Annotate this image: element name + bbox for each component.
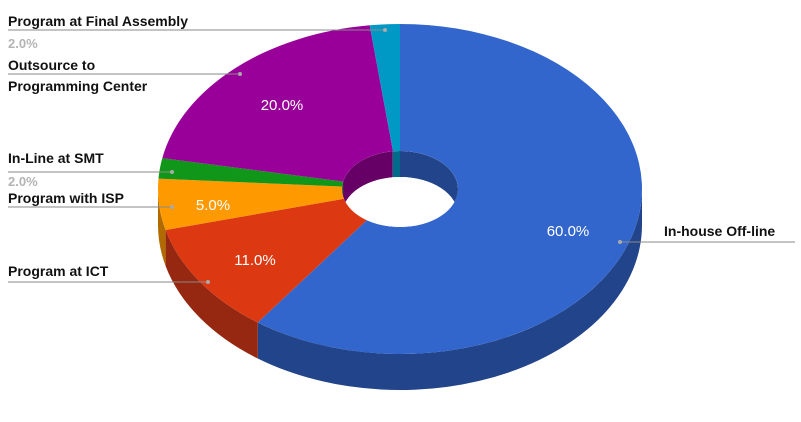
slice-pct-in-house-off-line: 60.0%	[547, 223, 590, 240]
hole-wall-program-at-final-assembly	[392, 151, 400, 178]
slice-label-outsource-to-programming-center-line1: Outsource to	[8, 57, 95, 73]
slice-label-program-at-final-assembly: Program at Final Assembly	[8, 13, 188, 29]
slice-program-at-final-assembly[interactable]	[369, 24, 400, 189]
slice-label-program-at-ict: Program at ICT	[8, 263, 109, 279]
slice-program-at-ict[interactable]	[165, 189, 400, 323]
leader-dot-in-line-at-smt	[170, 170, 174, 174]
leader-dot-program-at-final-assembly	[383, 28, 387, 32]
hole-wall-outsource-to-programming-center	[343, 151, 393, 208]
slice-pct-program-with-isp: 5.0%	[196, 197, 230, 214]
slice-side-in-house-off-line	[257, 189, 642, 390]
slice-label-outsource-to-programming-center-line2: Programming Center	[8, 78, 148, 94]
pie-depth	[158, 189, 642, 390]
leader-dot-program-at-ict	[206, 280, 210, 284]
leader-dot-outsource-to-programming-center	[238, 72, 242, 76]
leader-dot-in-house-off-line	[618, 240, 622, 244]
hole-floor	[342, 177, 458, 227]
leader-dot-program-with-isp	[170, 205, 174, 209]
slice-pct-outsource-to-programming-center: 20.0%	[261, 97, 304, 114]
leader-lines	[8, 28, 795, 284]
slice-label-in-house-off-line: In-house Off-line	[664, 223, 775, 239]
slice-outsource-to-programming-center[interactable]	[162, 25, 400, 190]
slice-label-program-with-isp: Program with ISP	[8, 190, 124, 206]
pie-hole	[342, 151, 458, 227]
slice-pct-program-at-final-assembly: 2.0%	[8, 36, 38, 51]
slice-pct-program-at-ict: 11.0%	[234, 252, 275, 269]
hole-wall-in-house-off-line	[400, 151, 458, 215]
slice-labels: In-house Off-line 60.0% Program at ICT 11.0…	[8, 13, 775, 279]
slice-side-program-with-isp	[158, 189, 166, 267]
slice-label-in-line-at-smt: In-Line at SMT	[8, 150, 104, 166]
slice-pct-in-line-at-smt: 2.0%	[8, 174, 38, 189]
slice-in-line-at-smt[interactable]	[158, 158, 400, 189]
slice-program-with-isp[interactable]	[158, 178, 400, 231]
slice-side-program-at-ict	[165, 230, 258, 359]
